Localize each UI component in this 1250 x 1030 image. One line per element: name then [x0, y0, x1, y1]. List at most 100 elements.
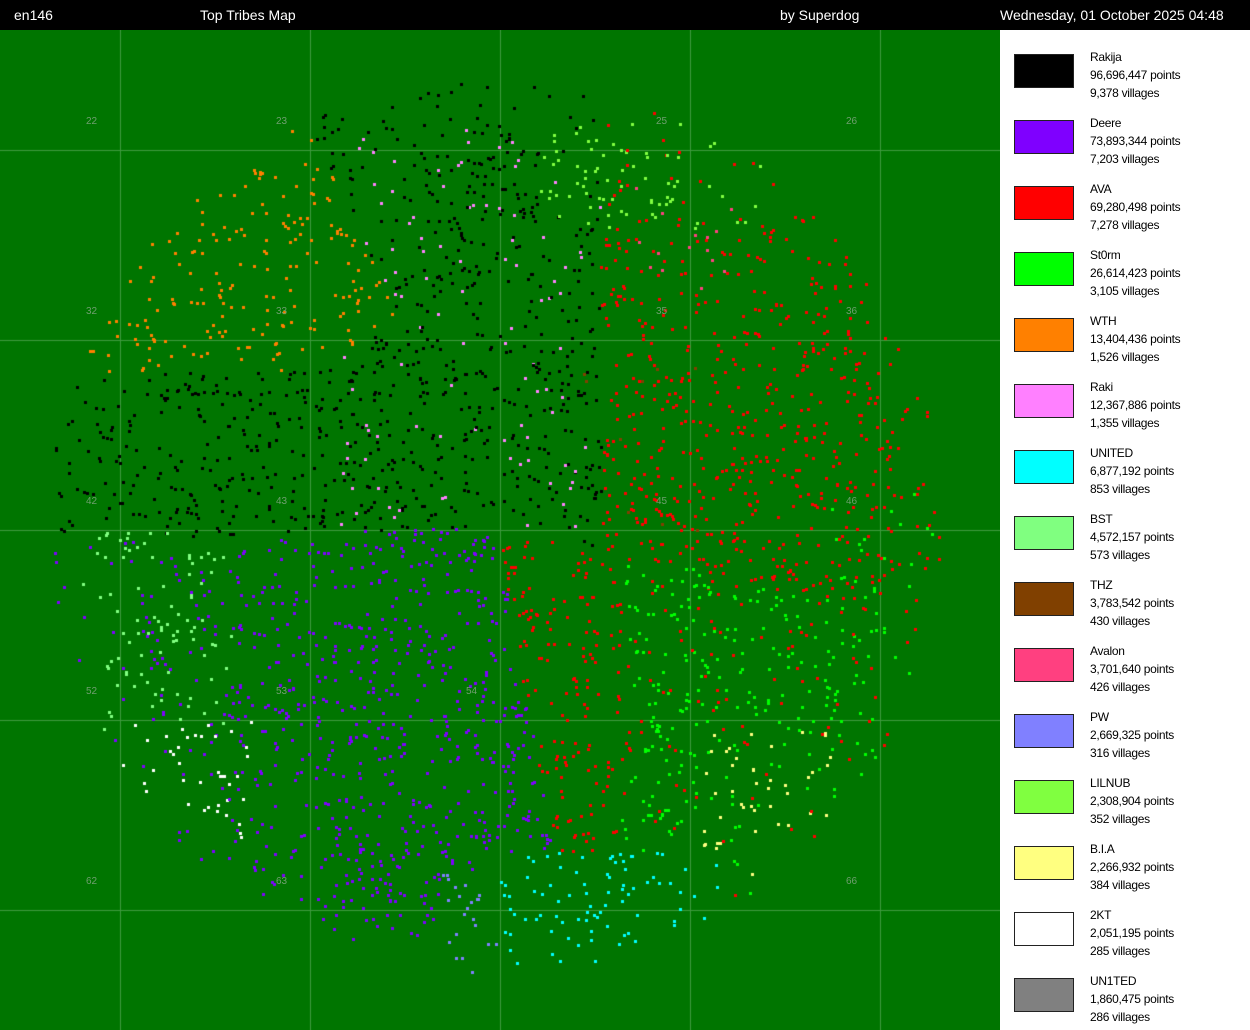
map-title: Top Tribes Map: [200, 7, 296, 23]
legend-entry-lilnub[interactable]: LILNUB 2,308,904 points 352 villages: [1000, 756, 1250, 826]
legend-entry-raki[interactable]: Raki 12,367,886 points 1,355 villages: [1000, 360, 1250, 430]
tribe-color-swatch: [1014, 780, 1074, 814]
timestamp: Wednesday, 01 October 2025 04:48: [1000, 7, 1224, 23]
continent-label: 53: [276, 686, 288, 697]
tribe-name: LILNUB: [1090, 776, 1131, 790]
top-bar: en146 Top Tribes Map by Superdog Wednesd…: [0, 0, 1250, 30]
legend-entry-bia[interactable]: B.I.A 2,266,932 points 384 villages: [1000, 822, 1250, 892]
legend-entry-pw[interactable]: PW 2,669,325 points 316 villages: [1000, 690, 1250, 760]
legend-entry-deere[interactable]: Deere 73,893,344 points 7,203 villages: [1000, 96, 1250, 166]
tribe-color-swatch: [1014, 252, 1074, 286]
continent-label: 66: [846, 876, 858, 887]
tribe-points: 3,783,542 points: [1090, 596, 1174, 610]
tribe-name: UNITED: [1090, 446, 1133, 460]
author-credit: by Superdog: [780, 7, 860, 23]
tribe-color-swatch: [1014, 714, 1074, 748]
tribe-points: 2,669,325 points: [1090, 728, 1174, 742]
tribe-color-swatch: [1014, 450, 1074, 484]
continent-label: 62: [86, 876, 98, 887]
tribe-color-swatch: [1014, 846, 1074, 880]
legend-entry-ava[interactable]: AVA 69,280,498 points 7,278 villages: [1000, 162, 1250, 232]
tribe-points: 2,051,195 points: [1090, 926, 1174, 940]
village-dots-canvas[interactable]: [0, 30, 1000, 1030]
continent-label: 42: [86, 496, 98, 507]
tribe-points: 3,701,640 points: [1090, 662, 1174, 676]
tribe-color-swatch: [1014, 120, 1074, 154]
continent-label: 25: [656, 116, 668, 127]
tribe-color-swatch: [1014, 582, 1074, 616]
tribe-points: 13,404,436 points: [1090, 332, 1181, 346]
tribe-points: 73,893,344 points: [1090, 134, 1181, 148]
tribe-villages: 430 villages: [1090, 614, 1150, 628]
continent-label: 52: [86, 686, 98, 697]
tribe-points: 4,572,157 points: [1090, 530, 1174, 544]
continent-label: 54: [466, 686, 478, 697]
continent-label: 45: [656, 496, 668, 507]
continent-label: 36: [846, 306, 858, 317]
tribe-color-swatch: [1014, 186, 1074, 220]
tribe-points: 6,877,192 points: [1090, 464, 1174, 478]
legend-entry-wth[interactable]: WTH 13,404,436 points 1,526 villages: [1000, 294, 1250, 364]
legend-entry-2kt[interactable]: 2KT 2,051,195 points 285 villages: [1000, 888, 1250, 958]
tribe-villages: 352 villages: [1090, 812, 1150, 826]
continent-label: 33: [276, 306, 288, 317]
continent-label: 63: [276, 876, 288, 887]
tribe-points: 12,367,886 points: [1090, 398, 1181, 412]
tribe-color-swatch: [1014, 54, 1074, 88]
continent-label: 35: [656, 306, 668, 317]
tribe-color-swatch: [1014, 516, 1074, 550]
tribe-villages: 7,278 villages: [1090, 218, 1160, 232]
tribe-points: 2,266,932 points: [1090, 860, 1174, 874]
tribe-name: PW: [1090, 710, 1109, 724]
legend-entry-rakija[interactable]: Rakija 96,696,447 points 9,378 villages: [1000, 30, 1250, 100]
tribe-color-swatch: [1014, 978, 1074, 1012]
legend-entry-un1ted[interactable]: UN1TED 1,860,475 points 286 villages: [1000, 954, 1250, 1024]
legend-entry-avalon[interactable]: Avalon 3,701,640 points 426 villages: [1000, 624, 1250, 694]
legend-entry-bst[interactable]: BST 4,572,157 points 573 villages: [1000, 492, 1250, 562]
tribe-villages: 1,355 villages: [1090, 416, 1160, 430]
legend-entry-st0rm[interactable]: St0rm 26,614,423 points 3,105 villages: [1000, 228, 1250, 298]
tribe-name: THZ: [1090, 578, 1113, 592]
tribe-color-swatch: [1014, 384, 1074, 418]
tribe-name: UN1TED: [1090, 974, 1137, 988]
tribe-points: 96,696,447 points: [1090, 68, 1181, 82]
tribe-villages: 3,105 villages: [1090, 284, 1160, 298]
tribe-name: St0rm: [1090, 248, 1121, 262]
tribe-points: 69,280,498 points: [1090, 200, 1181, 214]
tribe-points: 26,614,423 points: [1090, 266, 1181, 280]
tribe-name: Rakija: [1090, 50, 1122, 64]
tribe-name: 2KT: [1090, 908, 1112, 922]
tribe-name: B.I.A: [1090, 842, 1115, 856]
tribe-points: 1,860,475 points: [1090, 992, 1174, 1006]
tribe-color-swatch: [1014, 318, 1074, 352]
tribe-villages: 426 villages: [1090, 680, 1150, 694]
continent-label: 46: [846, 496, 858, 507]
world-id: en146: [14, 7, 53, 23]
tribe-name: Deere: [1090, 116, 1122, 130]
tribe-villages: 853 villages: [1090, 482, 1150, 496]
tribe-name: Avalon: [1090, 644, 1125, 658]
tribe-color-swatch: [1014, 912, 1074, 946]
tribe-villages: 9,378 villages: [1090, 86, 1160, 100]
world-map[interactable]: 22 23 25 26 32 33 35 36 42 43 45 46 52 53 54 62 63 66: [0, 30, 1000, 1030]
tribe-villages: 285 villages: [1090, 944, 1150, 958]
continent-label: 22: [86, 116, 98, 127]
continent-label: 43: [276, 496, 288, 507]
tribe-name: BST: [1090, 512, 1113, 526]
tribe-villages: 316 villages: [1090, 746, 1150, 760]
tribe-legend: Rakija 96,696,447 points 9,378 villages Dee…: [1000, 30, 1250, 1030]
continent-label: 26: [846, 116, 858, 127]
tribe-name: WTH: [1090, 314, 1117, 328]
tribe-villages: 7,203 villages: [1090, 152, 1160, 166]
continent-label: 32: [86, 306, 98, 317]
legend-entry-united[interactable]: UNITED 6,877,192 points 853 villages: [1000, 426, 1250, 496]
continent-label: 23: [276, 116, 288, 127]
tribe-name: Raki: [1090, 380, 1113, 394]
tribe-points: 2,308,904 points: [1090, 794, 1174, 808]
tribe-villages: 573 villages: [1090, 548, 1150, 562]
tribe-villages: 286 villages: [1090, 1010, 1150, 1024]
tribe-villages: 1,526 villages: [1090, 350, 1160, 364]
legend-entry-thz[interactable]: THZ 3,783,542 points 430 villages: [1000, 558, 1250, 628]
tribe-color-swatch: [1014, 648, 1074, 682]
tribe-villages: 384 villages: [1090, 878, 1150, 892]
